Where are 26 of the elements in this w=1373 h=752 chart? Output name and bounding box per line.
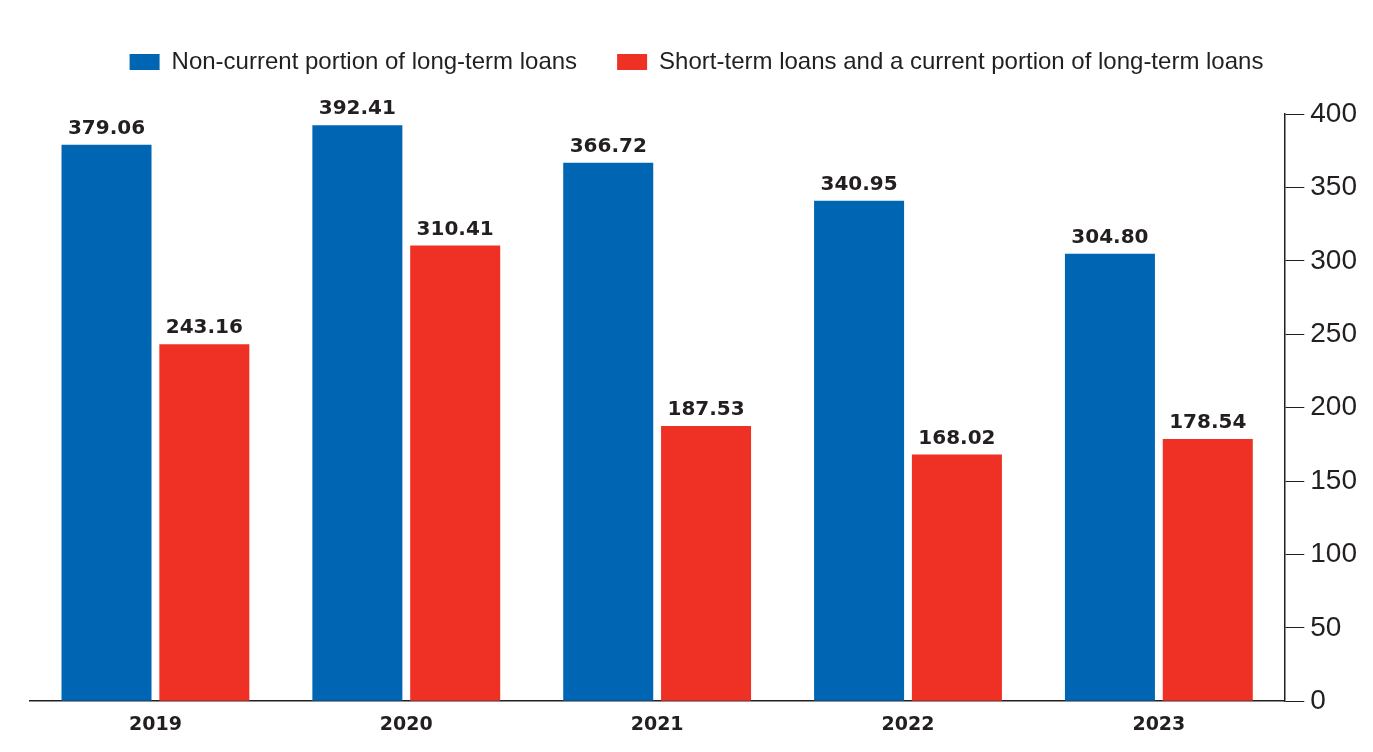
data-label: 304.80 <box>1071 223 1149 248</box>
y-tick-label: 50 <box>1310 610 1342 642</box>
x-tick-label: 2022 <box>881 711 935 734</box>
data-label: 340.95 <box>820 170 898 195</box>
y-tick-label: 100 <box>1310 537 1357 569</box>
data-label: 379.06 <box>67 114 146 139</box>
y-tick-label: 250 <box>1310 316 1357 348</box>
x-tick-label: 2019 <box>128 711 182 734</box>
data-label: 187.53 <box>667 396 745 421</box>
data-label: 168.02 <box>918 424 996 449</box>
y-tick-label: 200 <box>1310 390 1357 422</box>
y-tick-label: 350 <box>1310 170 1357 202</box>
y-tick-label: 300 <box>1310 243 1357 275</box>
data-label: 310.41 <box>416 215 494 240</box>
x-tick-label: 2023 <box>1132 711 1186 734</box>
x-tick-label: 2020 <box>379 711 433 734</box>
y-tick-label: 150 <box>1310 463 1357 495</box>
data-label: 366.72 <box>569 133 647 158</box>
legend-label: Short-term loans and a current portion of long-term loans <box>659 46 1264 74</box>
y-tick-label: 0 <box>1310 683 1326 715</box>
data-label: 392.41 <box>318 95 396 120</box>
data-label: 178.54 <box>1169 409 1247 434</box>
x-tick-label: 2021 <box>630 711 684 734</box>
data-label: 243.16 <box>165 314 243 339</box>
legend-label: Non-current portion of long-term loans <box>171 46 578 74</box>
y-tick-label: 400 <box>1310 96 1357 128</box>
